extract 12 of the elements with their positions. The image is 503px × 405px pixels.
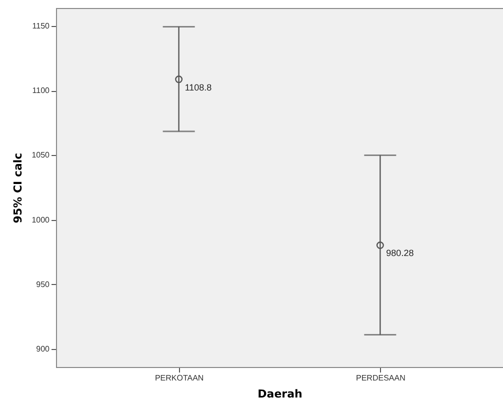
y-tick-label: 900	[36, 344, 50, 354]
y-tick-label: 950	[36, 280, 50, 289]
y-tick-label: 1150	[32, 22, 50, 31]
data-label: 980.28	[386, 248, 414, 258]
x-tick-label: PERKOTAAN	[154, 374, 204, 382]
x-axis-title: Daerah	[258, 388, 302, 400]
y-axis-title: 95% CI calc	[12, 152, 25, 224]
data-label: 1108.8	[184, 82, 212, 92]
y-tick-label: 1000	[32, 215, 50, 224]
x-tick-label: PERDESAAN	[356, 374, 406, 382]
y-tick-label: 1050	[32, 150, 50, 160]
y-tick-label: 1100	[32, 86, 50, 96]
